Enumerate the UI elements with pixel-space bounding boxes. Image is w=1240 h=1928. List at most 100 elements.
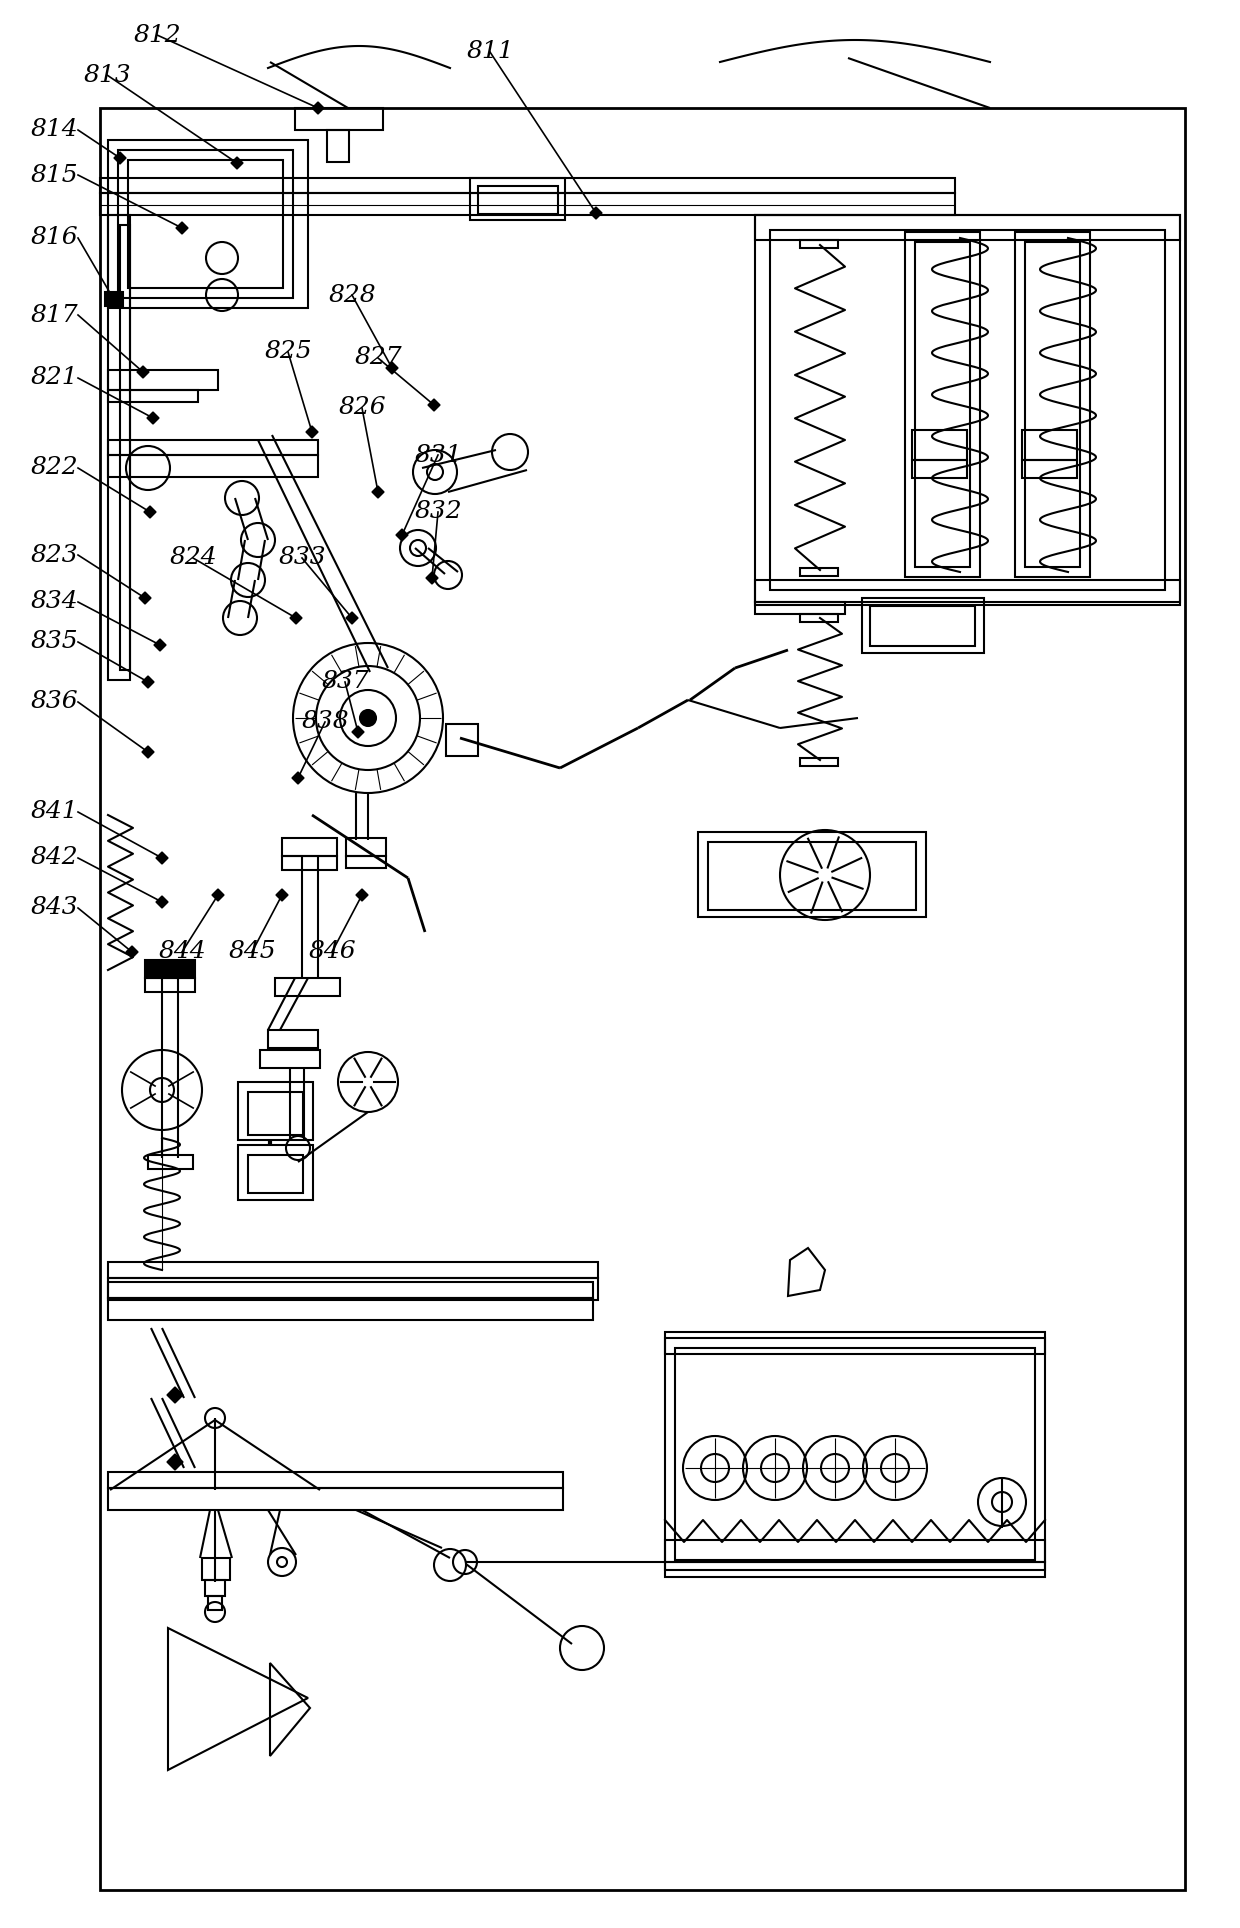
Bar <box>1025 243 1080 567</box>
Bar <box>281 839 337 856</box>
Bar <box>327 129 348 162</box>
Polygon shape <box>139 592 151 603</box>
Polygon shape <box>167 1454 184 1469</box>
Bar <box>208 1596 222 1610</box>
Bar <box>665 1562 1045 1577</box>
Text: 816: 816 <box>30 226 78 249</box>
Bar <box>346 839 386 856</box>
Polygon shape <box>143 677 154 688</box>
Text: 844: 844 <box>159 941 206 964</box>
Bar <box>268 1030 317 1049</box>
Bar <box>905 231 980 576</box>
Polygon shape <box>428 399 440 411</box>
Polygon shape <box>372 486 384 497</box>
Text: 825: 825 <box>264 341 311 364</box>
Bar <box>108 1263 598 1278</box>
Polygon shape <box>154 638 166 652</box>
Bar <box>238 1082 312 1139</box>
Polygon shape <box>590 206 601 220</box>
Polygon shape <box>386 362 398 374</box>
Text: 833: 833 <box>278 546 326 569</box>
Bar <box>911 430 967 461</box>
Bar <box>202 1558 229 1581</box>
Bar <box>108 141 308 308</box>
Bar <box>477 185 558 214</box>
Bar <box>118 150 293 299</box>
Polygon shape <box>144 505 156 519</box>
Text: 813: 813 <box>83 64 130 87</box>
Polygon shape <box>290 611 303 625</box>
Bar <box>248 1091 303 1136</box>
Text: 814: 814 <box>30 118 78 141</box>
Text: 834: 834 <box>30 590 78 613</box>
Polygon shape <box>277 889 288 900</box>
Polygon shape <box>427 573 438 584</box>
Bar <box>281 856 337 870</box>
Bar <box>708 843 916 910</box>
Bar <box>108 1298 593 1321</box>
Bar <box>755 216 1180 239</box>
Bar <box>238 1145 312 1199</box>
Bar <box>248 1155 303 1193</box>
Bar <box>665 1332 1045 1353</box>
Bar <box>698 833 926 918</box>
Text: 811: 811 <box>466 40 513 64</box>
Bar <box>108 1471 563 1488</box>
Text: 812: 812 <box>133 23 181 46</box>
Bar <box>755 580 1180 602</box>
Bar <box>108 370 218 389</box>
Bar <box>105 291 123 307</box>
Polygon shape <box>231 156 243 170</box>
Circle shape <box>360 710 376 727</box>
Text: 822: 822 <box>30 457 78 480</box>
Text: 827: 827 <box>355 347 402 370</box>
Text: 846: 846 <box>309 941 356 964</box>
Bar <box>911 461 967 478</box>
Bar <box>755 216 1180 605</box>
Bar <box>800 569 838 576</box>
Bar <box>108 216 130 681</box>
Polygon shape <box>312 102 324 114</box>
Bar <box>275 977 340 997</box>
Polygon shape <box>167 1386 184 1404</box>
Text: 845: 845 <box>228 941 275 964</box>
Bar <box>870 605 975 646</box>
Bar <box>108 389 198 403</box>
Text: 824: 824 <box>169 546 217 569</box>
Bar <box>346 856 386 868</box>
Bar <box>1022 430 1078 461</box>
Polygon shape <box>156 852 167 864</box>
Text: 817: 817 <box>30 303 78 326</box>
Polygon shape <box>176 222 188 233</box>
Bar <box>108 440 317 455</box>
Polygon shape <box>114 152 126 164</box>
Bar <box>755 602 844 613</box>
Bar <box>108 455 317 476</box>
Text: 828: 828 <box>329 283 376 307</box>
Polygon shape <box>306 426 317 438</box>
Text: 826: 826 <box>339 397 386 420</box>
Bar <box>675 1348 1035 1560</box>
Polygon shape <box>143 746 154 758</box>
Bar <box>145 977 195 993</box>
Polygon shape <box>156 897 167 908</box>
Bar <box>260 1051 320 1068</box>
Bar <box>1016 231 1090 576</box>
Polygon shape <box>291 771 304 785</box>
Bar <box>145 960 195 977</box>
Bar <box>1022 461 1078 478</box>
Bar <box>120 226 130 671</box>
Polygon shape <box>356 889 368 900</box>
Polygon shape <box>346 611 358 625</box>
Bar <box>100 177 955 193</box>
Text: 835: 835 <box>30 630 78 654</box>
Text: 823: 823 <box>30 544 78 567</box>
Bar <box>915 243 970 567</box>
Text: 836: 836 <box>30 690 78 713</box>
Polygon shape <box>352 727 365 738</box>
Text: 842: 842 <box>30 846 78 870</box>
Bar <box>100 193 955 216</box>
Polygon shape <box>126 947 138 958</box>
Bar <box>470 177 565 220</box>
Bar <box>100 108 1185 1889</box>
